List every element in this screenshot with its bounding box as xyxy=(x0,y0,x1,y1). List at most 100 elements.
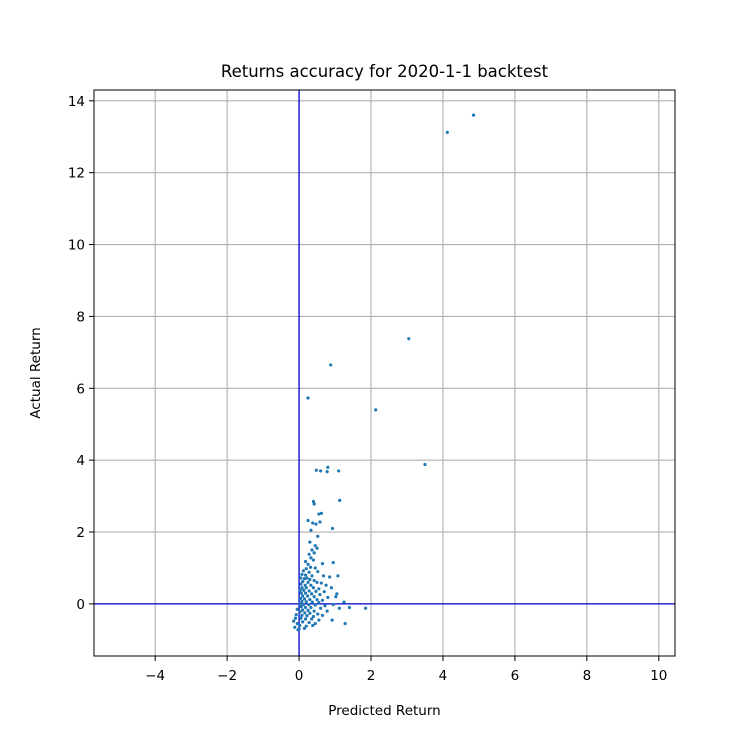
scatter-point xyxy=(298,588,302,592)
scatter-point xyxy=(325,609,329,613)
scatter-point xyxy=(293,625,297,629)
scatter-point xyxy=(307,620,311,625)
scatter-point xyxy=(299,605,303,609)
scatter-point xyxy=(301,608,305,612)
scatter-point xyxy=(302,588,306,592)
scatter-point xyxy=(338,498,342,502)
scatter-point xyxy=(306,580,310,584)
scatter-point xyxy=(313,544,317,548)
x-tick-label: −4 xyxy=(145,668,165,684)
y-axis-ticks: 0 2 4 6 8 10 12 14 xyxy=(68,94,94,613)
scatter-point xyxy=(407,337,411,341)
scatter-point xyxy=(299,576,303,580)
y-axis-label: Actual Return xyxy=(28,327,44,418)
scatter-point xyxy=(317,600,321,605)
scatter-point xyxy=(330,618,334,622)
scatter-point xyxy=(304,624,308,628)
x-tick-label: 2 xyxy=(367,668,376,684)
scatter-point xyxy=(303,605,308,610)
scatter-point xyxy=(301,580,305,584)
scatter-point xyxy=(292,619,296,623)
scatter-point xyxy=(300,613,304,617)
chart-title: Returns accuracy for 2020-1-1 backtest xyxy=(221,62,549,81)
scatter-point xyxy=(311,623,315,628)
scatter-point xyxy=(299,591,303,595)
scatter-point xyxy=(303,583,307,587)
scatter-point xyxy=(301,620,305,624)
scatter-point xyxy=(295,622,299,626)
scatter-point xyxy=(311,586,316,590)
scatter-point xyxy=(308,577,312,582)
scatter-point xyxy=(310,548,314,552)
scatter-point xyxy=(302,577,307,581)
scatter-point xyxy=(303,591,308,595)
scatter-point xyxy=(319,581,323,585)
scatter-point xyxy=(329,586,334,590)
scatter-point xyxy=(445,130,449,135)
scatter-point xyxy=(303,559,308,564)
scatter-point xyxy=(315,580,319,584)
scatter-point xyxy=(306,562,310,566)
x-tick-label: −2 xyxy=(217,668,237,684)
scatter-point xyxy=(312,595,316,599)
scatter-point xyxy=(302,597,307,601)
scatter-point xyxy=(313,566,317,570)
scatter-point xyxy=(310,574,314,578)
scatter-point xyxy=(316,569,320,574)
x-tick-label: 10 xyxy=(650,668,667,684)
scatter-point xyxy=(315,546,319,550)
x-tick-label: 4 xyxy=(439,668,448,684)
y-tick-label: 2 xyxy=(76,525,85,541)
y-tick-label: 6 xyxy=(76,381,85,397)
scatter-point xyxy=(328,575,332,579)
scatter-point xyxy=(299,582,303,586)
scatter-point xyxy=(315,597,319,602)
scatter-point xyxy=(300,586,304,590)
scatter-point xyxy=(307,603,311,607)
scatter-point xyxy=(295,607,299,611)
scatter-point xyxy=(319,511,323,515)
scatter-point xyxy=(337,469,341,473)
scatter-point xyxy=(313,622,317,626)
scatter-point xyxy=(331,603,335,607)
scatter-point xyxy=(320,598,325,602)
scatter-point xyxy=(322,590,326,594)
scatter-point xyxy=(320,562,325,566)
scatter-point xyxy=(312,502,316,506)
scatter-point xyxy=(301,569,305,573)
scatter-point xyxy=(343,622,347,626)
scatter-point xyxy=(306,608,310,612)
scatter-point xyxy=(335,592,339,596)
scatter-point xyxy=(318,592,322,597)
scatter-point xyxy=(312,578,316,583)
scatter-point xyxy=(302,626,307,630)
scatter-point xyxy=(423,462,427,467)
scatter-point xyxy=(311,614,316,619)
y-tick-label: 4 xyxy=(76,453,85,469)
scatter-point xyxy=(374,408,378,412)
scatter-point xyxy=(471,113,476,117)
scatter-point xyxy=(325,470,329,474)
scatter-point xyxy=(331,560,335,565)
y-tick-label: 12 xyxy=(68,166,85,182)
scatter-point xyxy=(347,605,352,610)
scatter-point xyxy=(293,616,298,620)
scatter-point xyxy=(319,469,323,473)
scatter-point xyxy=(324,583,328,587)
scatter-point xyxy=(304,567,308,571)
scatter-point xyxy=(298,602,302,606)
scatter-point xyxy=(320,613,325,617)
scatter-point xyxy=(307,589,311,593)
x-tick-label: 8 xyxy=(583,668,592,684)
scatter-point xyxy=(311,499,316,504)
scatter-point xyxy=(296,628,300,632)
data-points xyxy=(292,113,476,632)
scatter-point xyxy=(305,614,309,618)
scatter-point xyxy=(310,600,314,604)
scatter-point xyxy=(314,468,318,472)
scatter-point xyxy=(306,518,310,523)
scatter-point xyxy=(303,573,308,577)
scatter-point xyxy=(317,512,321,516)
y-tick-label: 10 xyxy=(68,238,85,254)
